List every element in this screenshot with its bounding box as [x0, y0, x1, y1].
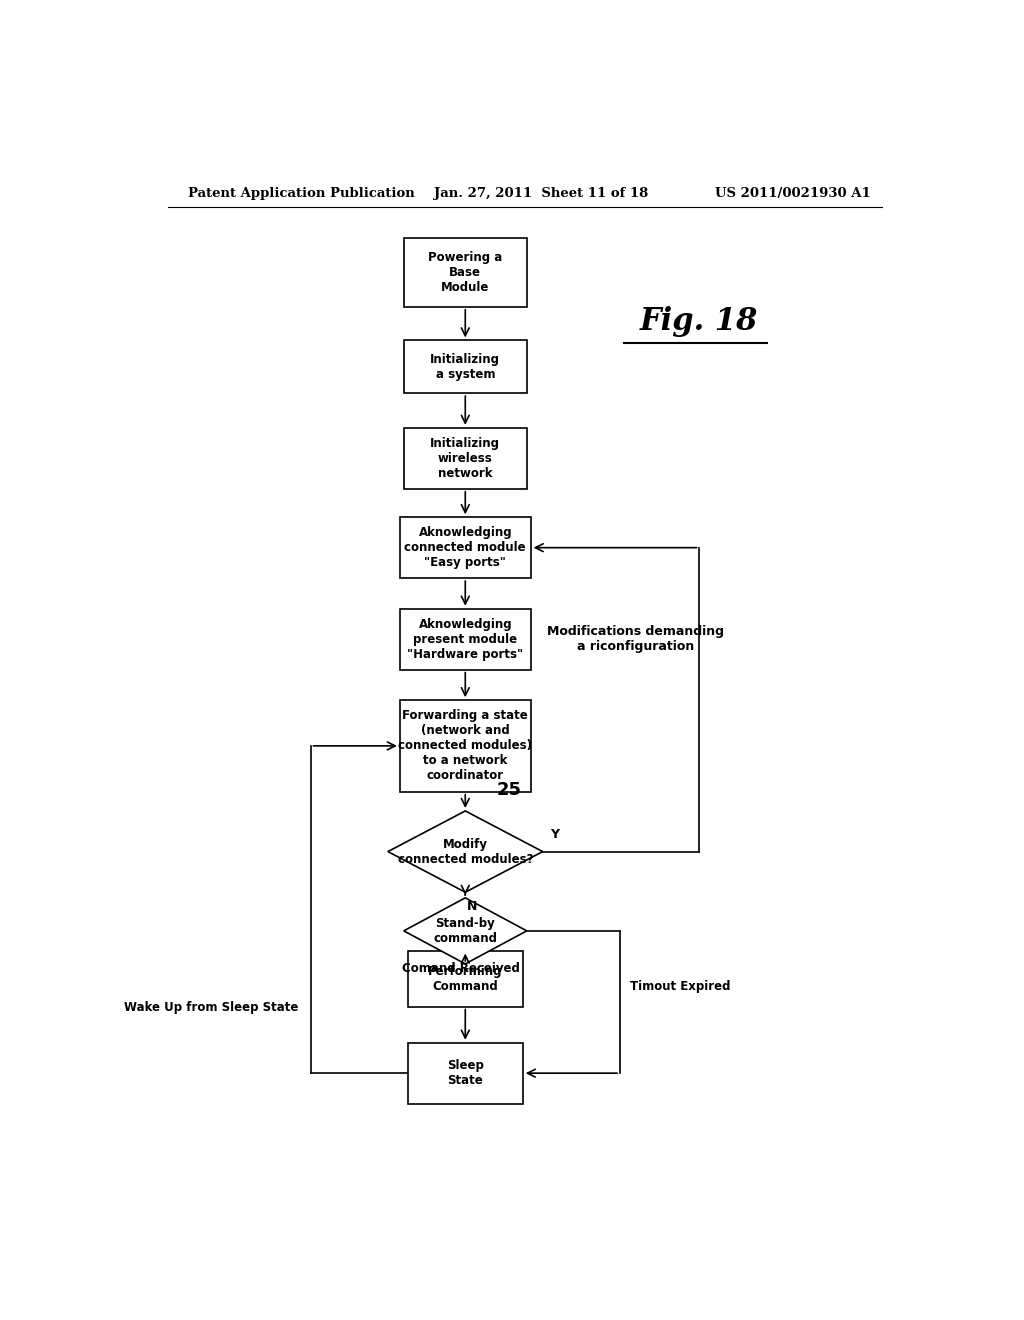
Text: Wake Up from Sleep State: Wake Up from Sleep State [124, 1001, 299, 1014]
Polygon shape [388, 810, 543, 892]
Text: Aknowledging
connected module
"Easy ports": Aknowledging connected module "Easy port… [404, 527, 526, 569]
FancyBboxPatch shape [399, 517, 530, 578]
Polygon shape [403, 898, 526, 964]
Text: Y: Y [551, 829, 559, 841]
Text: Comand Received: Comand Received [402, 962, 520, 975]
Text: Powering a
Base
Module: Powering a Base Module [428, 251, 503, 294]
FancyBboxPatch shape [399, 700, 530, 792]
Text: Modifications demanding
a riconfiguration: Modifications demanding a riconfiguratio… [548, 626, 724, 653]
FancyBboxPatch shape [403, 238, 526, 306]
Text: Timout Expired: Timout Expired [630, 981, 730, 993]
Text: Performing
Command: Performing Command [428, 965, 503, 993]
Text: Forwarding a state
(network and
connected modules)
to a network
coordinator: Forwarding a state (network and connecte… [398, 709, 532, 783]
Text: Stand-by
command: Stand-by command [433, 917, 498, 945]
Text: N: N [467, 900, 477, 913]
FancyBboxPatch shape [403, 341, 526, 393]
FancyBboxPatch shape [403, 428, 526, 488]
Text: Initializing
wireless
network: Initializing wireless network [430, 437, 501, 479]
Text: US 2011/0021930 A1: US 2011/0021930 A1 [715, 187, 871, 201]
Text: Patent Application Publication: Patent Application Publication [187, 187, 415, 201]
Text: Modify
connected modules?: Modify connected modules? [397, 838, 534, 866]
Text: 25: 25 [497, 780, 522, 799]
Text: Sleep
State: Sleep State [446, 1059, 483, 1088]
FancyBboxPatch shape [408, 1043, 523, 1104]
Text: Aknowledging
present module
"Hardware ports": Aknowledging present module "Hardware po… [408, 618, 523, 660]
Text: Fig. 18: Fig. 18 [640, 305, 759, 337]
Text: Initializing
a system: Initializing a system [430, 352, 501, 380]
Text: Jan. 27, 2011  Sheet 11 of 18: Jan. 27, 2011 Sheet 11 of 18 [433, 187, 648, 201]
FancyBboxPatch shape [399, 609, 530, 669]
FancyBboxPatch shape [408, 950, 523, 1007]
